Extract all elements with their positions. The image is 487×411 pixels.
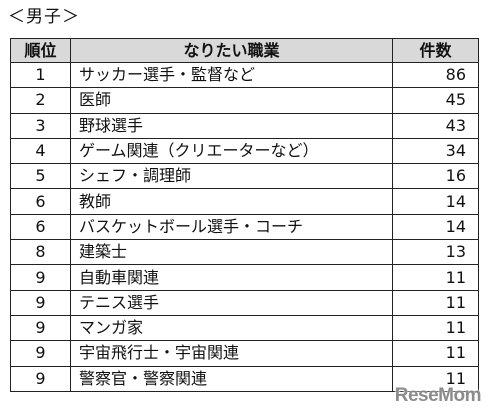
rank-cell: 6	[10, 213, 71, 241]
count-cell: 43	[392, 112, 479, 139]
table-row: 9 テニス選手 11	[10, 289, 479, 316]
rank-cell: 1	[10, 61, 71, 89]
table-row: 2 医師 45	[10, 87, 479, 114]
count-cell: 14	[392, 188, 479, 215]
job-cell: 教師	[70, 188, 393, 215]
job-cell: 野球選手	[70, 112, 393, 139]
job-ranking-table: 順位 なりたい職業 件数 1 サッカー選手・監督など 86 2 医師 45 3 …	[10, 38, 479, 392]
count-cell: 11	[392, 314, 479, 342]
rank-cell: 3	[10, 112, 71, 139]
rank-cell: 9	[10, 289, 71, 316]
rank-cell: 9	[10, 314, 71, 342]
job-cell: シェフ・調理師	[70, 163, 393, 190]
job-cell: 医師	[70, 87, 393, 114]
header-rank: 順位	[10, 38, 71, 63]
rank-cell: 2	[10, 87, 71, 114]
rank-cell: 5	[10, 163, 71, 190]
section-heading: ＜男子＞	[8, 7, 80, 27]
count-cell: 16	[392, 163, 479, 190]
table-row: 9 マンガ家 11	[10, 314, 479, 342]
job-cell: バスケットボール選手・コーチ	[70, 213, 393, 241]
job-cell: 警察官・警察関連	[70, 365, 393, 392]
count-cell: 11	[392, 289, 479, 316]
table-row: 9 警察官・警察関連 11	[10, 365, 479, 392]
job-cell: テニス選手	[70, 289, 393, 316]
job-cell: 宇宙飛行士・宇宙関連	[70, 340, 393, 367]
table-row: 6 教師 14	[10, 188, 479, 215]
rank-cell: 9	[10, 264, 71, 291]
table-row: 9 自動車関連 11	[10, 264, 479, 291]
rank-cell: 8	[10, 239, 71, 266]
rank-cell: 4	[10, 137, 71, 165]
count-cell: 86	[392, 61, 479, 89]
table-row: 1 サッカー選手・監督など 86	[10, 61, 479, 89]
header-count: 件数	[392, 38, 479, 63]
table-row: 8 建築士 13	[10, 239, 479, 266]
count-cell: 45	[392, 87, 479, 114]
job-cell: 自動車関連	[70, 264, 393, 291]
rank-cell: 9	[10, 365, 71, 392]
job-cell: 建築士	[70, 239, 393, 266]
job-cell: サッカー選手・監督など	[70, 61, 393, 89]
table-row: 9 宇宙飛行士・宇宙関連 11	[10, 340, 479, 367]
count-cell: 11	[392, 264, 479, 291]
table-row: 4 ゲーム関連（クリエーターなど） 34	[10, 137, 479, 165]
table-row: 5 シェフ・調理師 16	[10, 163, 479, 190]
table-row: 3 野球選手 43	[10, 112, 479, 139]
job-cell: ゲーム関連（クリエーターなど）	[70, 137, 393, 165]
table-header-row: 順位 なりたい職業 件数	[10, 38, 479, 63]
resemom-watermark-logo: ReseMom	[394, 385, 482, 406]
rank-cell: 9	[10, 340, 71, 367]
table-row: 6 バスケットボール選手・コーチ 14	[10, 213, 479, 241]
header-job: なりたい職業	[70, 38, 393, 63]
count-cell: 34	[392, 137, 479, 165]
rank-cell: 6	[10, 188, 71, 215]
count-cell: 11	[392, 340, 479, 367]
count-cell: 13	[392, 239, 479, 266]
job-cell: マンガ家	[70, 314, 393, 342]
count-cell: 11	[392, 365, 479, 392]
count-cell: 14	[392, 213, 479, 241]
